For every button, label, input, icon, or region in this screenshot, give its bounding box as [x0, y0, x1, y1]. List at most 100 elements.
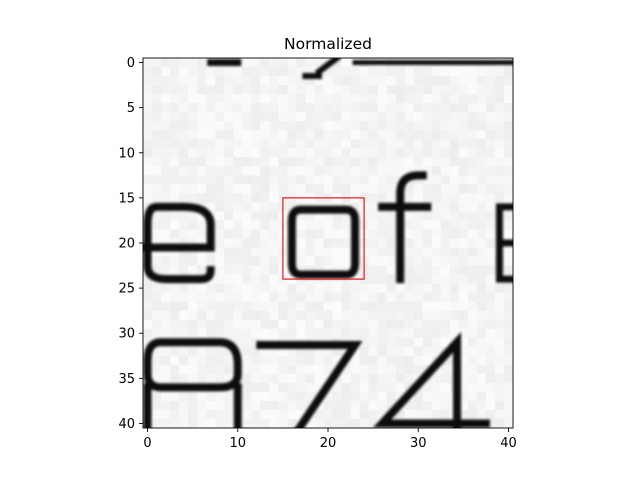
heatmap-cell: [476, 319, 487, 330]
heatmap-cell: [287, 382, 297, 393]
heatmap-cell: [413, 220, 424, 230]
heatmap-cell: [152, 121, 162, 131]
heatmap-cell: [395, 409, 406, 420]
heatmap-cell: [431, 247, 442, 257]
heatmap-cell: [404, 157, 415, 167]
heatmap-cell: [251, 211, 261, 221]
heatmap-cell: [359, 292, 369, 302]
heatmap-cell: [251, 94, 261, 104]
heatmap-cell: [503, 112, 513, 122]
heatmap-cell: [422, 103, 433, 113]
heatmap-cell: [341, 211, 351, 221]
heatmap-cell: [278, 373, 288, 384]
heatmap-cell: [170, 247, 180, 257]
heatmap-cell: [287, 112, 297, 122]
heatmap-cell: [314, 373, 324, 384]
heatmap-cell: [170, 139, 180, 149]
heatmap-cell: [458, 202, 469, 212]
heatmap-cell: [305, 310, 315, 321]
heatmap-cell: [377, 265, 387, 275]
heatmap-cell: [413, 409, 424, 420]
heatmap-cell: [386, 85, 396, 95]
heatmap-cell: [242, 373, 252, 384]
heatmap-cell: [332, 328, 342, 339]
heatmap-cell: [440, 382, 451, 393]
heatmap-cell: [152, 94, 162, 104]
heatmap-cell: [440, 130, 451, 140]
heatmap-cell: [341, 364, 351, 375]
heatmap-cell: [260, 175, 270, 185]
heatmap-cell: [476, 103, 487, 113]
heatmap-cell: [143, 274, 153, 284]
heatmap-cell: [467, 85, 478, 95]
heatmap-cell: [368, 238, 378, 248]
heatmap-cell: [197, 391, 207, 402]
heatmap-cell: [215, 265, 225, 275]
heatmap-cell: [170, 265, 180, 275]
heatmap-cell: [413, 166, 424, 176]
heatmap-cell: [278, 355, 288, 366]
heatmap-cell: [296, 130, 306, 140]
heatmap-cell: [350, 382, 360, 393]
heatmap-cell: [359, 184, 369, 194]
heatmap-cell: [440, 229, 451, 239]
heatmap-cell: [467, 211, 478, 221]
heatmap-cell: [485, 247, 496, 257]
heatmap-cell: [359, 373, 369, 384]
heatmap-cell: [404, 148, 415, 158]
heatmap-cell: [161, 139, 171, 149]
heatmap-cell: [377, 328, 387, 339]
heatmap-cell: [224, 139, 234, 149]
heatmap-cell: [503, 247, 513, 257]
heatmap-cell: [251, 355, 261, 366]
heatmap-cell: [305, 391, 315, 402]
heatmap-cell: [386, 373, 396, 384]
heatmap-cell: [467, 229, 478, 239]
heatmap-cell: [143, 67, 153, 77]
heatmap-cell: [143, 139, 153, 149]
heatmap-cell: [260, 319, 270, 330]
heatmap-cell: [260, 238, 270, 248]
heatmap-cell: [305, 346, 315, 357]
heatmap-cell: [305, 166, 315, 176]
heatmap-cell: [431, 373, 442, 384]
heatmap-cell: [269, 409, 279, 420]
heatmap-cell: [350, 202, 360, 212]
heatmap-cell: [242, 247, 252, 257]
heatmap-cell: [224, 193, 234, 203]
heatmap-cell: [323, 121, 333, 131]
heatmap-cell: [251, 220, 261, 230]
heatmap-cell: [404, 238, 415, 248]
heatmap-cell: [314, 364, 324, 375]
heatmap-cell: [215, 373, 225, 384]
heatmap-cell: [332, 85, 342, 95]
heatmap-cell: [341, 166, 351, 176]
heatmap-cell: [224, 238, 234, 248]
heatmap-cell: [368, 319, 378, 330]
heatmap-cell: [350, 175, 360, 185]
heatmap-cell: [332, 157, 342, 167]
heatmap-cell: [143, 301, 153, 311]
heatmap-cell: [431, 220, 442, 230]
heatmap-cell: [377, 121, 387, 131]
heatmap-cell: [368, 175, 378, 185]
heatmap-cell: [188, 256, 198, 266]
heatmap-cell: [467, 76, 478, 86]
heatmap-cell: [449, 229, 460, 239]
heatmap-cell: [440, 274, 451, 284]
heatmap-cell: [467, 382, 478, 393]
heatmap-cell: [359, 337, 369, 348]
heatmap-cell: [404, 346, 415, 357]
heatmap-cell: [152, 292, 162, 302]
heatmap-cell: [377, 94, 387, 104]
heatmap-cell: [359, 157, 369, 167]
heatmap-cell: [350, 301, 360, 311]
heatmap-cell: [260, 265, 270, 275]
heatmap-cell: [278, 283, 288, 293]
heatmap-cell: [287, 355, 297, 366]
heatmap-cell: [386, 301, 396, 311]
heatmap-cell: [287, 94, 297, 104]
heatmap-cell: [224, 319, 234, 330]
heatmap-cell: [188, 310, 198, 321]
heatmap-cell: [440, 193, 451, 203]
